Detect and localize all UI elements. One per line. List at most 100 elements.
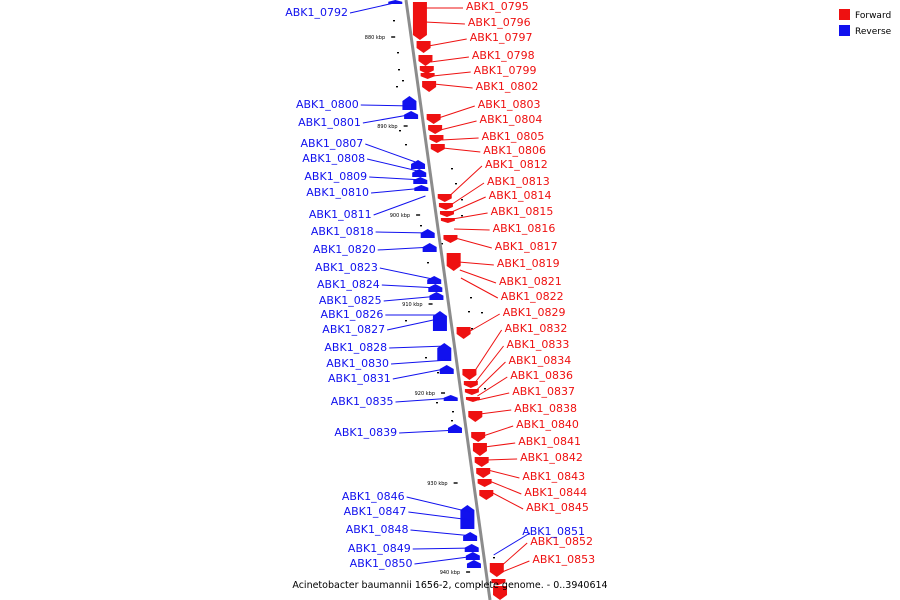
- forward-gene-leader: [500, 542, 528, 567]
- reverse-gene-leader: [377, 246, 433, 251]
- minor-features-layer: [393, 20, 495, 586]
- forward-gene-glyph: [426, 114, 441, 124]
- minor-feature-mark: [455, 183, 457, 185]
- minor-feature-mark: [451, 168, 453, 170]
- reverse-gene-label: ABK1_0851: [522, 525, 585, 538]
- forward-gene-leader: [484, 442, 516, 448]
- forward-gene-glyph: [476, 468, 491, 478]
- forward-gene-leader: [487, 469, 520, 479]
- forward-gene-glyph: [462, 369, 477, 380]
- forward-gene-glyph: [443, 235, 458, 243]
- minor-feature-mark: [468, 311, 470, 313]
- minor-feature-mark: [405, 144, 407, 146]
- legend-swatch-reverse: [839, 25, 850, 36]
- forward-gene-label: ABK1_0795: [466, 0, 529, 13]
- reverse-gene-label: ABK1_0800: [296, 98, 359, 111]
- forward-gene-glyph: [416, 41, 431, 53]
- minor-feature-mark: [461, 199, 463, 201]
- forward-gene-label: ABK1_0812: [485, 158, 548, 171]
- reverse-gene-glyph: [411, 160, 426, 169]
- reverse-gene-label: ABK1_0839: [334, 426, 397, 439]
- forward-gene-label: ABK1_0797: [470, 31, 533, 44]
- forward-gene-leader: [473, 329, 503, 373]
- minor-feature-mark: [441, 243, 443, 245]
- reverse-gene-leader: [381, 284, 439, 289]
- forward-gene-leader: [477, 392, 510, 401]
- forward-gene-leader: [490, 491, 524, 510]
- reverse-gene-label: ABK1_0831: [328, 372, 391, 385]
- reverse-gene-glyph: [427, 276, 442, 284]
- forward-gene-label: ABK1_0845: [526, 501, 589, 514]
- reverse-gene-label: ABK1_0827: [322, 323, 385, 336]
- reverse-gene-leader: [399, 429, 459, 434]
- forward-gene-leader: [428, 38, 467, 47]
- forward-gene-label: ABK1_0837: [512, 385, 575, 398]
- forward-gene-glyph: [430, 144, 445, 153]
- forward-gene-glyph: [491, 579, 506, 585]
- reverse-gene-leader: [360, 104, 413, 107]
- reverse-gene-glyph: [402, 96, 417, 110]
- reverse-gene-label: ABK1_0825: [319, 294, 382, 307]
- forward-gene-glyph: [464, 389, 479, 395]
- forward-gene-leader: [430, 56, 469, 63]
- reverse-gene-leader: [408, 511, 471, 521]
- forward-gene-leader: [440, 120, 477, 131]
- forward-gene-leader: [450, 182, 485, 206]
- axis-ticks-layer: 880 kbp 890 kbp 900 kbp 910 kbp 920 kbp 930 k…: [365, 35, 471, 576]
- reverse-gene-label: ABK1_0808: [302, 152, 365, 165]
- forward-gene-glyph: [479, 490, 494, 500]
- minor-feature-mark: [405, 320, 407, 322]
- forward-gene-leader: [486, 458, 518, 461]
- forward-gene-label: ABK1_0842: [520, 451, 583, 464]
- forward-gene-label: ABK1_0802: [476, 80, 539, 93]
- reverse-gene-glyph: [413, 177, 428, 184]
- minor-feature-mark: [452, 411, 454, 413]
- reverse-gene-glyph: [439, 365, 454, 374]
- forward-gene-label: ABK1_0841: [518, 435, 581, 448]
- reverse-gene-glyph: [437, 343, 452, 361]
- legend-label-reverse: Reverse: [855, 27, 892, 37]
- reverse-gene-label: ABK1_0801: [298, 116, 361, 129]
- forward-gene-label: ABK1_0833: [507, 338, 570, 351]
- forward-gene-glyph: [412, 2, 427, 40]
- forward-gene-glyph: [463, 381, 478, 388]
- reverse-gene-label: ABK1_0846: [342, 490, 405, 503]
- forward-gene-leader: [458, 261, 494, 266]
- reverse-gene-label: ABK1_0828: [324, 341, 387, 354]
- forward-gene-leader: [433, 83, 473, 89]
- forward-gene-leader: [441, 137, 479, 141]
- minor-feature-mark: [393, 20, 395, 22]
- forward-gene-glyph: [429, 135, 444, 143]
- reverse-gene-label: ABK1_0809: [304, 170, 367, 183]
- forward-gene-leader: [468, 313, 500, 333]
- minor-feature-mark: [399, 130, 401, 132]
- minor-feature-mark: [451, 420, 453, 422]
- forward-gene-glyph: [428, 125, 443, 134]
- minor-feature-mark: [397, 52, 399, 54]
- forward-gene-label: ABK1_0832: [505, 322, 568, 335]
- reverse-gene-label: ABK1_0818: [311, 225, 374, 238]
- forward-gene-label: ABK1_0803: [478, 98, 541, 111]
- forward-gene-label: ABK1_0804: [480, 113, 543, 126]
- forward-gene-leader: [451, 196, 486, 213]
- forward-gene-label: ABK1_0821: [499, 275, 562, 288]
- reverse-gene-label: ABK1_0835: [331, 395, 394, 408]
- reverse-gene-leader: [365, 143, 422, 165]
- forward-gene-glyph: [440, 218, 455, 223]
- reverse-gene-leader: [493, 532, 531, 556]
- minor-feature-mark: [484, 388, 486, 390]
- reverse-gene-leader: [412, 547, 475, 550]
- axis-tick-label: 920 kbp: [415, 391, 435, 397]
- forward-gene-leader: [452, 212, 488, 220]
- reverse-gene-glyph: [420, 229, 435, 238]
- minor-feature-mark: [396, 86, 398, 88]
- reverse-gene-label: ABK1_0826: [321, 308, 384, 321]
- forward-gene-leader: [479, 409, 512, 415]
- forward-gene-leader: [501, 560, 530, 573]
- reverse-gene-leader: [371, 187, 425, 194]
- reverse-gene-leader: [386, 317, 443, 331]
- reverse-gene-label: ABK1_0792: [285, 6, 348, 19]
- forward-gene-glyph: [437, 194, 452, 202]
- minor-feature-mark: [479, 584, 481, 586]
- genome-caption: Acinetobacter baumannii 1656-2, complete…: [292, 580, 607, 591]
